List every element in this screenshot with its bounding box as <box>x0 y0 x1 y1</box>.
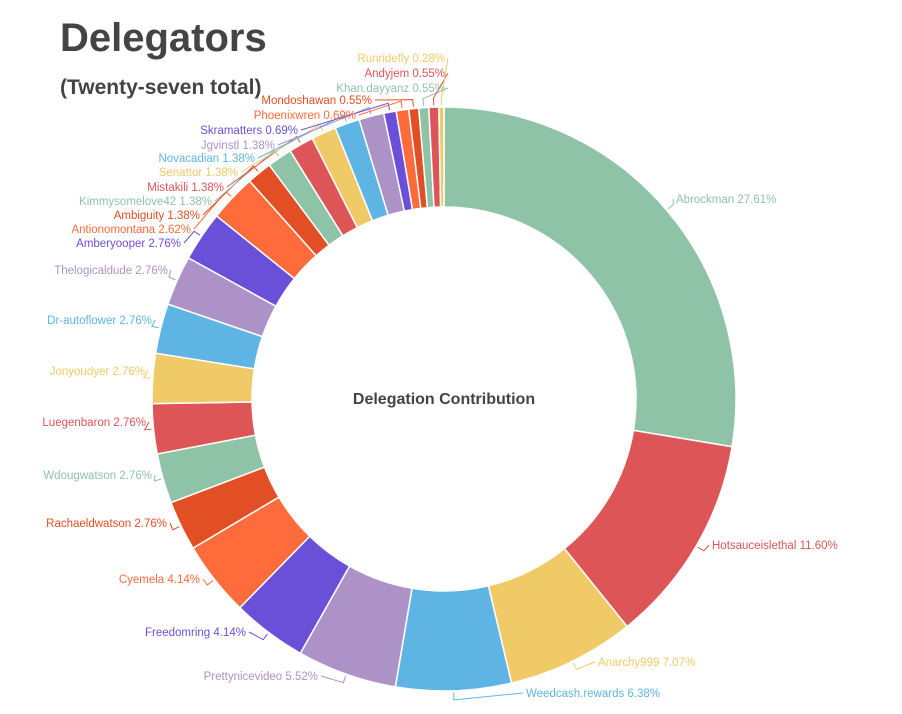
slice-label: Jgvinstl 1.38% <box>201 140 275 152</box>
slice-label: Prettynicevideo 5.52% <box>204 671 318 683</box>
slice-label: Jonyoudyer 2.76% <box>50 366 145 378</box>
labels-group: Abrockman 27.61% Hotsauceislethal 11.60% A… <box>42 53 838 701</box>
leader-line <box>358 100 403 116</box>
slice-label: Anarchy999 7.07% <box>598 657 695 669</box>
leader-line <box>374 99 414 107</box>
leader-line <box>453 692 524 701</box>
leader-line <box>151 319 159 329</box>
slice-label: Freedomring 4.14% <box>145 627 246 639</box>
slice-label: Andyjem 0.55% <box>364 68 445 80</box>
slice-label: Mistakili 1.38% <box>147 182 224 194</box>
slice-label: Wdougwatson 2.76% <box>43 470 152 482</box>
leader-line <box>226 135 301 188</box>
leader-line <box>143 421 152 431</box>
slice-label: Abrockman 27.61% <box>676 194 776 206</box>
slice-label: Ambiguity 1.38% <box>114 210 200 222</box>
slice-label: Novacadian 1.38% <box>158 153 255 165</box>
leader-line <box>572 661 596 670</box>
slice-label: Runridefly 0.28% <box>357 53 445 65</box>
leader-line <box>320 675 347 684</box>
slice-label: Rachaeldwatson 2.76% <box>46 518 167 530</box>
leader-line <box>142 370 151 379</box>
slice-label: Hotsauceislethal 11.60% <box>712 540 838 552</box>
leader-line <box>697 544 710 552</box>
slice-abrockman[interactable] <box>443 106 737 448</box>
slice-runridefly[interactable] <box>438 106 445 208</box>
slice-label: Mondoshawan 0.55% <box>261 95 372 107</box>
chart-subtitle: (Twenty-seven total) <box>60 76 262 99</box>
slice-label: Senattor 1.38% <box>159 167 238 179</box>
leader-line <box>202 578 214 586</box>
slice-label: Kimmysomelove42 1.38% <box>79 196 212 208</box>
leader-line <box>183 230 201 244</box>
slice-label: Cyemela 4.14% <box>119 574 200 586</box>
leader-line <box>667 198 675 210</box>
leader-line <box>433 72 449 106</box>
slice-label: Phoenixwren 0.69% <box>254 110 356 122</box>
leader-line <box>300 102 391 131</box>
leader-line <box>422 87 449 106</box>
leader-line <box>440 57 449 106</box>
leader-line <box>248 631 268 641</box>
slice-label: Amberyooper 2.76% <box>76 238 181 250</box>
leader-line <box>202 165 259 216</box>
leader-line <box>257 114 347 159</box>
slice-label: Weedcash.rewards 6.38% <box>526 688 660 700</box>
leader-line <box>240 124 324 173</box>
leader-line <box>168 269 176 281</box>
slice-label: Skramatters 0.69% <box>200 125 298 137</box>
leader-line <box>277 106 372 146</box>
center-label: Delegation Contribution <box>353 391 535 408</box>
slices-group <box>151 106 737 692</box>
slice-label: Luegenbaron 2.76% <box>42 417 146 429</box>
slice-label: Dr-autoflower 2.76% <box>47 315 152 327</box>
leader-line <box>153 474 162 482</box>
leader-line <box>169 522 180 531</box>
slice-label: Khan.dayyanz 0.55% <box>336 83 445 95</box>
chart-title: Delegators <box>60 16 267 60</box>
slice-label: Thelogicaldude 2.76% <box>54 265 168 277</box>
slice-label: Antionomontana 2.62% <box>71 224 191 236</box>
